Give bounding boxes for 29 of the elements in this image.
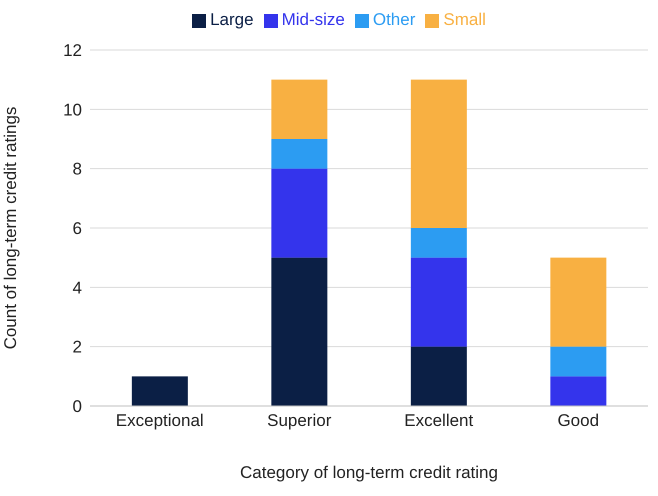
x-tick-label: Superior xyxy=(267,411,332,430)
bar xyxy=(550,376,606,406)
bar xyxy=(271,139,328,169)
bar xyxy=(410,80,467,228)
x-axis-title: Category of long-term credit rating xyxy=(240,463,498,482)
x-tick-label: Excellent xyxy=(404,411,474,430)
y-tick-label: 10 xyxy=(63,100,82,120)
x-tick-label: Good xyxy=(557,411,600,430)
y-tick-label: 0 xyxy=(72,397,82,416)
bar xyxy=(410,346,467,406)
bar xyxy=(271,168,328,258)
y-axis-title: Count of long-term credit ratings xyxy=(1,106,20,350)
bar xyxy=(132,376,188,406)
y-tick-label: 4 xyxy=(72,278,82,298)
legend-label: Mid-size xyxy=(282,10,345,29)
y-tick-label: 8 xyxy=(72,160,82,179)
bar xyxy=(550,346,606,376)
legend-label: Other xyxy=(372,10,416,29)
bar xyxy=(271,258,328,406)
x-tick-label: Exceptional xyxy=(116,411,204,430)
legend-label: Large xyxy=(210,10,254,29)
legend-label: Small xyxy=(443,10,486,29)
y-tick-label: 2 xyxy=(72,338,82,357)
bar xyxy=(550,258,606,347)
bar xyxy=(410,258,467,347)
y-tick-label: 12 xyxy=(63,41,82,60)
bar xyxy=(271,80,328,139)
y-tick-label: 6 xyxy=(72,219,82,238)
bar xyxy=(410,228,467,258)
